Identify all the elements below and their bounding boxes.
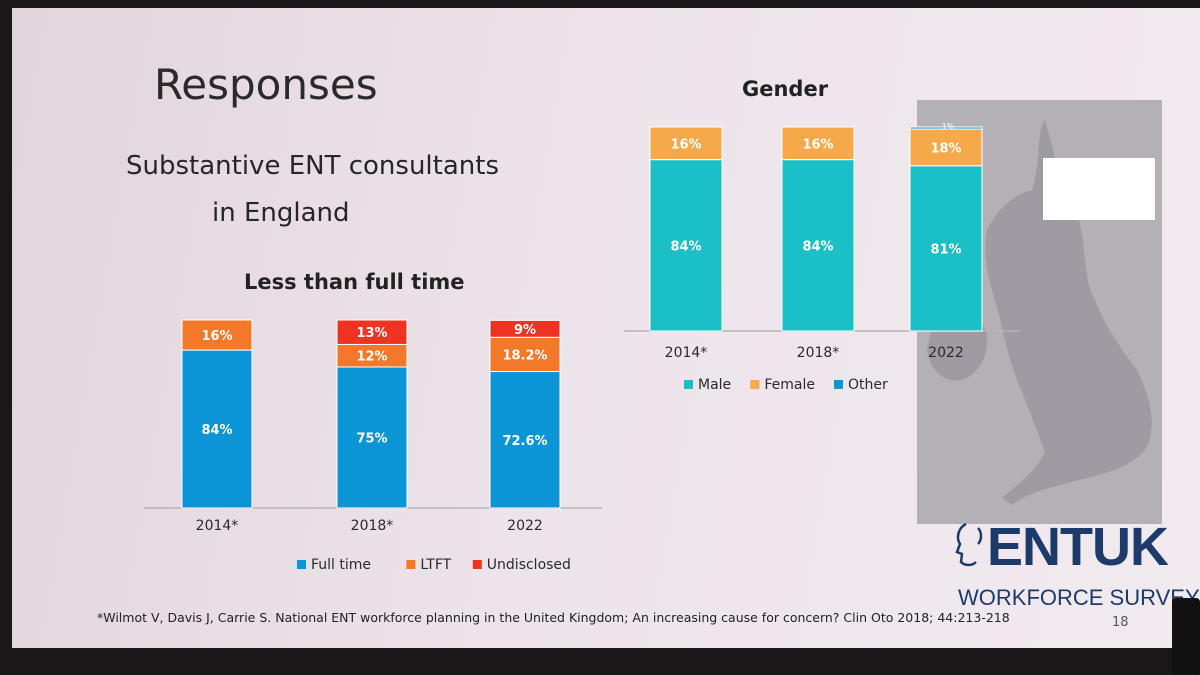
legend-swatch — [684, 380, 693, 389]
bar-segment — [909, 165, 983, 332]
bar-label: 1% — [942, 122, 955, 131]
bar-segment — [336, 319, 408, 345]
bar-label: 18% — [930, 141, 961, 156]
x-tick-label: 2018* — [797, 345, 840, 361]
bar-label: 13% — [356, 326, 387, 341]
entuk-logo-text: ENTUK — [987, 517, 1169, 577]
bar-segment — [336, 366, 408, 509]
x-tick-label: 2014* — [665, 345, 708, 361]
bar-label: 16% — [201, 329, 232, 344]
page-number: 18 — [1112, 615, 1129, 630]
x-tick-label: 2022 — [507, 518, 543, 534]
slide: Responses Substantive ENT consultants in… — [12, 8, 1200, 648]
x-tick-label: 2018* — [351, 518, 394, 534]
bar-segment — [489, 336, 561, 373]
bar-segment — [781, 159, 855, 332]
legend-label: LTFT — [420, 557, 451, 573]
legend-swatch — [750, 380, 760, 389]
x-tick-label: 2014* — [196, 518, 239, 534]
bar-label: 75% — [356, 432, 387, 447]
bar-segment — [909, 128, 983, 167]
legend-swatch — [472, 560, 482, 569]
legend-swatch — [834, 380, 843, 389]
gender-chart: 84% 16% 2014* 84% 16% 2018* 81% 18% 1% 2022 Male Fe… — [624, 122, 1020, 393]
gender-chart-title: Gender — [742, 77, 829, 101]
x-tick-label: 2022 — [928, 345, 964, 361]
slide-subtitle-line2: in England — [212, 198, 350, 228]
workforce-survey-text: WORKFORCE SURVEY — [958, 585, 1200, 610]
bar-label: 18.2% — [502, 348, 547, 363]
bar-segment — [649, 126, 723, 161]
legend-swatch — [406, 560, 416, 569]
ltft-chart-title: Less than full time — [244, 270, 465, 294]
slide-subtitle-line1: Substantive ENT consultants — [126, 151, 500, 181]
bar-segment — [649, 159, 723, 332]
ent-face-logo-icon — [955, 522, 983, 567]
bar-label: 84% — [802, 239, 833, 254]
legend-label: Male — [698, 377, 731, 393]
bar-label: 9% — [514, 323, 536, 338]
bar-segment — [181, 319, 253, 351]
phone-edge — [1172, 598, 1200, 675]
bar-label: 84% — [201, 423, 232, 438]
bar-segment — [489, 371, 561, 509]
slide-title: Responses — [154, 60, 378, 109]
bar-segment — [181, 349, 253, 509]
bar-label: 12% — [356, 350, 387, 365]
legend-label: Full time — [311, 557, 371, 573]
footnote: *Wilmot V, Davis J, Carrie S. National E… — [97, 610, 1010, 625]
bar-label: 72.6% — [502, 434, 547, 449]
bar-segment — [909, 126, 983, 130]
bar-segment — [781, 126, 855, 161]
bar-segment — [489, 319, 561, 338]
bar-label: 16% — [802, 137, 833, 152]
legend-label: Undisclosed — [487, 557, 571, 573]
ltft-chart: 84% 16% 2014* 75% 12% 13% 2018* 72.6% 18.2% 9% 202… — [144, 319, 602, 573]
bar-label: 84% — [670, 239, 701, 254]
legend-swatch — [297, 560, 306, 569]
bar-label: 81% — [930, 242, 961, 257]
legend-label: Other — [848, 377, 888, 393]
charts-canvas: 84% 16% 2014* 75% 12% 13% 2018* 72.6% 18.2% 9% 202… — [144, 122, 1020, 573]
bar-label: 16% — [670, 137, 701, 152]
legend-label: Female — [764, 377, 815, 393]
